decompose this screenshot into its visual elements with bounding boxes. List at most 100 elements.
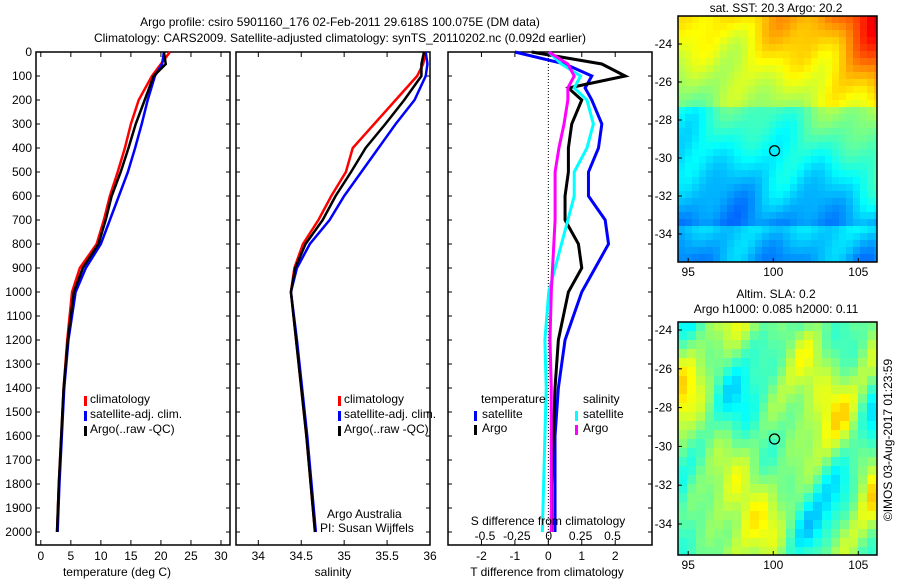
map-cell <box>741 177 748 184</box>
map-cell <box>846 128 853 135</box>
map-cell <box>825 219 832 226</box>
sal-legend-clim: climatology <box>344 392 404 406</box>
map-cell <box>692 212 699 219</box>
map-cell <box>706 107 713 114</box>
map-cell <box>858 322 867 331</box>
map-cell <box>741 430 750 439</box>
map-cell <box>797 128 804 135</box>
diff-legend-s-argo: Argo <box>583 421 609 435</box>
map-cell <box>795 412 804 421</box>
map-cell <box>846 100 853 107</box>
map-cell <box>678 198 685 205</box>
map-cell <box>768 520 777 529</box>
map-cell <box>790 65 797 72</box>
map-cell <box>783 156 790 163</box>
map-cell <box>678 538 687 547</box>
map-cell <box>874 65 877 72</box>
title-line-1: Argo profile: csiro 5901160_176 02-Feb-2… <box>140 15 540 29</box>
map-cell <box>696 403 705 412</box>
map-cell <box>769 23 776 30</box>
map-cell <box>839 240 846 247</box>
map-cell <box>867 520 876 529</box>
depth-tick-label: 1700 <box>5 453 32 467</box>
map-cell <box>713 37 720 44</box>
map-cell <box>696 421 705 430</box>
map-cell <box>804 254 811 261</box>
map-cell <box>696 322 705 331</box>
map-cell <box>776 107 783 114</box>
map-cell <box>786 529 795 538</box>
map-cell <box>741 403 750 412</box>
map-cell <box>832 44 839 51</box>
map-cell <box>786 538 795 547</box>
map-cell <box>867 30 874 37</box>
map-cell <box>825 72 832 79</box>
map-cell <box>846 142 853 149</box>
depth-tick-label: 1500 <box>5 405 32 419</box>
map-cell <box>822 358 831 367</box>
map-cell <box>804 240 811 247</box>
map-cell <box>790 107 797 114</box>
map-cell <box>734 72 741 79</box>
map-cell <box>692 163 699 170</box>
map-cell <box>706 114 713 121</box>
map-cell <box>734 212 741 219</box>
map-cell <box>860 212 867 219</box>
map-cell <box>759 466 768 475</box>
map-cell <box>759 430 768 439</box>
map-cell <box>748 114 755 121</box>
map-cell <box>860 170 867 177</box>
map-cell <box>860 65 867 72</box>
map-cell <box>741 240 748 247</box>
map-cell <box>699 107 706 114</box>
map-cell <box>762 156 769 163</box>
map-cell <box>839 177 846 184</box>
map-cell <box>783 58 790 65</box>
map-cell <box>755 247 762 254</box>
map-cell <box>685 212 692 219</box>
map-cell <box>705 322 714 331</box>
map-cell <box>685 170 692 177</box>
map-cell <box>818 30 825 37</box>
map-cell <box>776 219 783 226</box>
map-cell <box>727 65 734 72</box>
map-cell <box>741 30 748 37</box>
map-cell <box>786 493 795 502</box>
map-cell <box>678 484 687 493</box>
map-cell <box>759 394 768 403</box>
map-cell <box>762 149 769 156</box>
map-cell <box>687 493 696 502</box>
map-cell <box>874 240 877 247</box>
map-cell <box>860 93 867 100</box>
map-cell <box>790 142 797 149</box>
map-cell <box>706 135 713 142</box>
map-cell <box>832 107 839 114</box>
map-cell <box>687 439 696 448</box>
map-cell <box>839 79 846 86</box>
map-cell <box>858 448 867 457</box>
map-cell <box>783 226 790 233</box>
map-cell <box>832 219 839 226</box>
map-cell <box>732 358 741 367</box>
map-cell <box>727 163 734 170</box>
map-cell <box>777 529 786 538</box>
map-cell <box>790 240 797 247</box>
map-cell <box>867 135 874 142</box>
map-cell <box>723 493 732 502</box>
map-cell <box>825 198 832 205</box>
map-cell <box>768 484 777 493</box>
map-cell <box>831 448 840 457</box>
map-cell <box>849 538 858 547</box>
map-cell <box>678 358 687 367</box>
map-cell <box>734 226 741 233</box>
map-cell <box>783 191 790 198</box>
annotation-line-1: Argo Australia <box>327 507 402 521</box>
map-cell <box>727 107 734 114</box>
map-cell <box>797 233 804 240</box>
map-cell <box>840 538 849 547</box>
map-cell <box>723 547 732 555</box>
map-cell <box>720 23 727 30</box>
map-cell <box>822 439 831 448</box>
map-cell <box>692 114 699 121</box>
map-cell <box>818 37 825 44</box>
